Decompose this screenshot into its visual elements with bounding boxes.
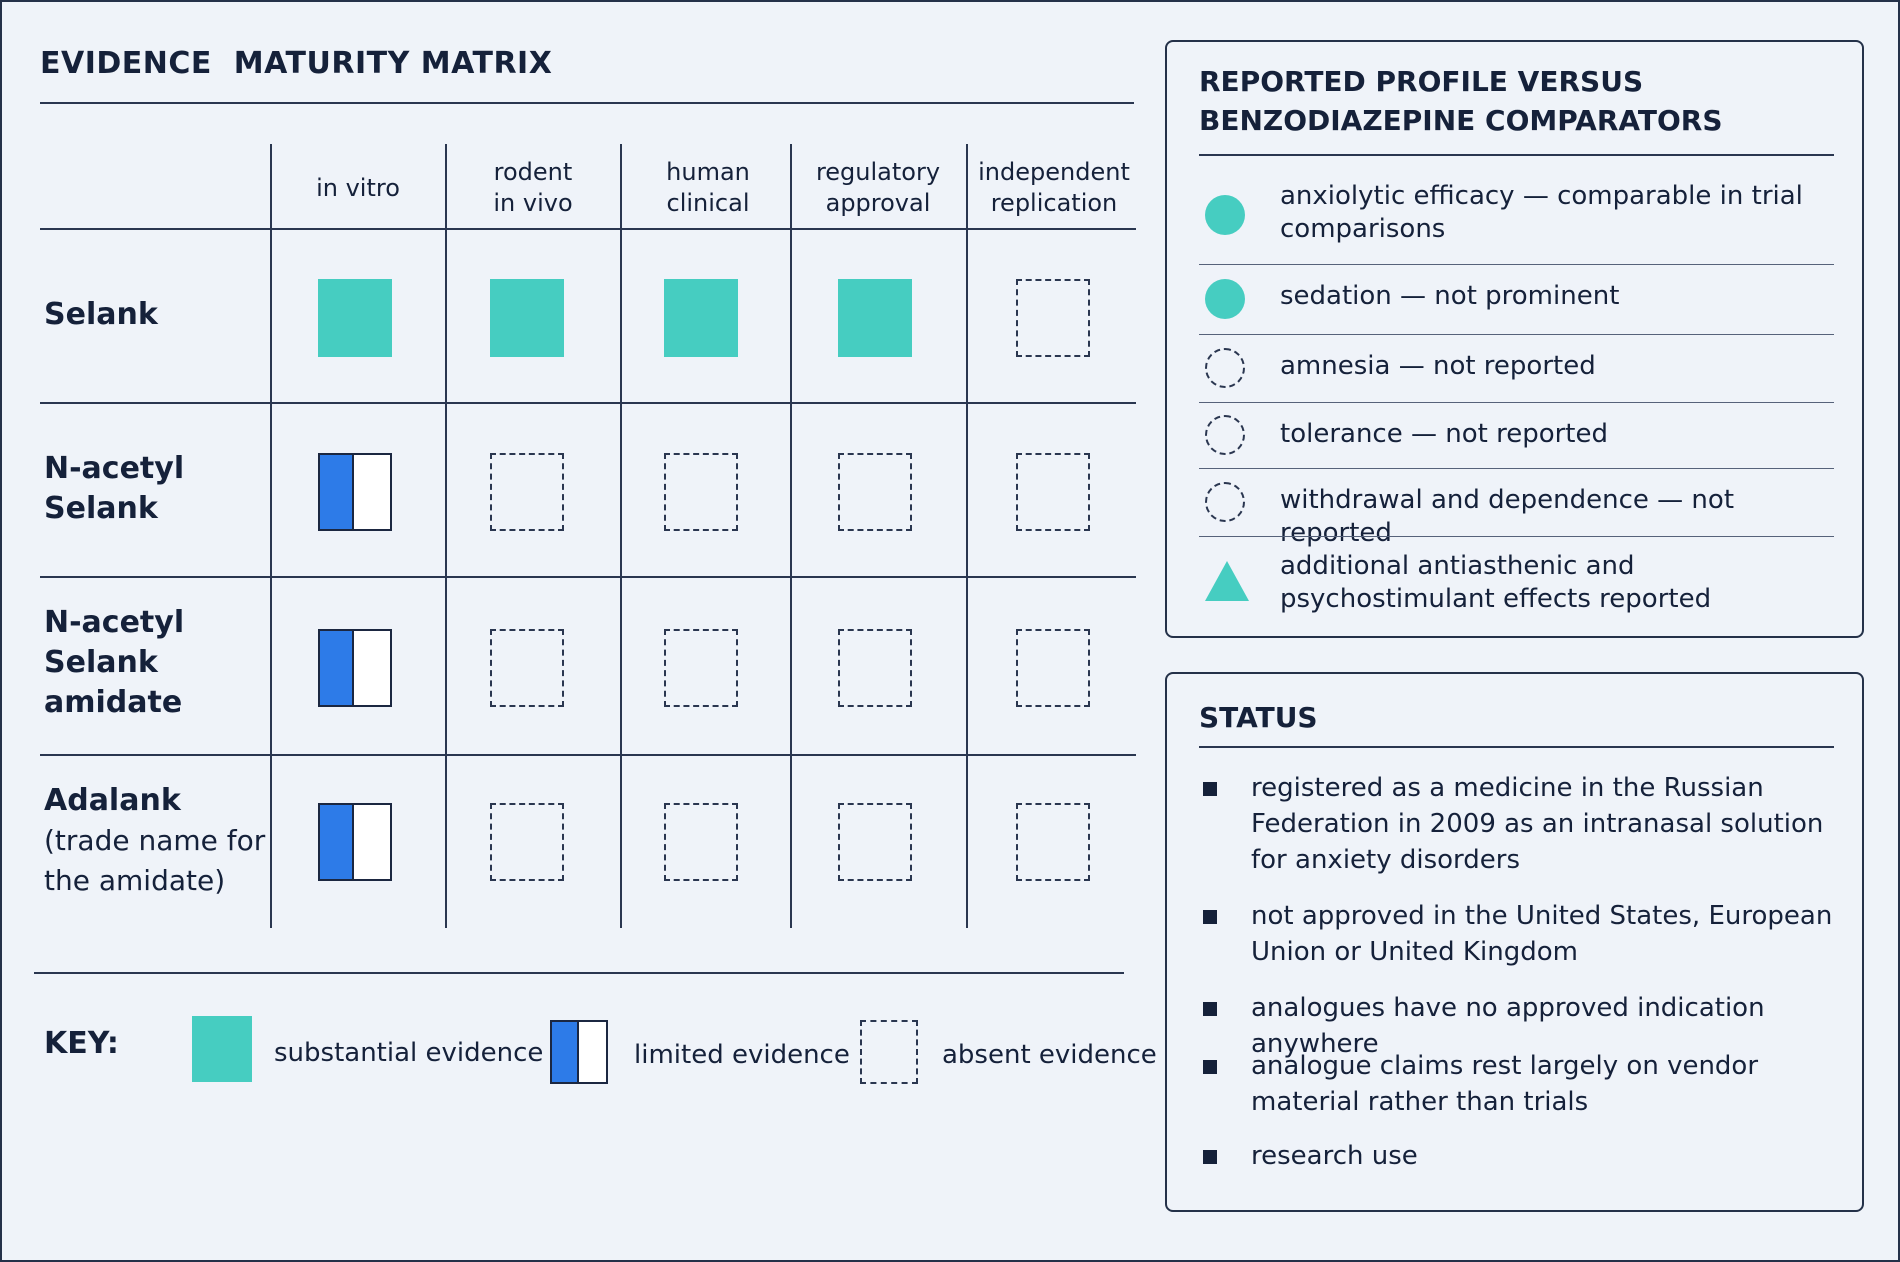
column-header: independent replication — [978, 158, 1130, 217]
evidence-mark-absent — [1016, 803, 1090, 881]
title-rule — [40, 102, 1134, 104]
evidence-mark-absent — [664, 803, 738, 881]
profile-separator — [1199, 402, 1834, 403]
profile-item-text: amnesia — not reported — [1280, 351, 1596, 381]
profile-title: REPORTED PROFILE VERSUS BENZODIAZEPINE C… — [1199, 65, 1723, 137]
evidence-mark-absent — [1016, 279, 1090, 357]
row-divider — [40, 754, 1136, 756]
evidence-mark-limited — [318, 803, 392, 881]
column-header: in vitro — [316, 173, 400, 202]
status-item-text: registered as a medicine in the Russian … — [1251, 773, 1824, 875]
evidence-mark-absent — [664, 453, 738, 531]
profile-item-text: anxiolytic efficacy — comparable in tria… — [1280, 181, 1803, 244]
filled-circle-icon — [1205, 195, 1245, 235]
status-panel: STATUS registered as a medicine in the R… — [1165, 672, 1864, 1212]
key-limited-swatch — [550, 1020, 608, 1084]
profile-separator — [1199, 536, 1834, 537]
profile-panel: REPORTED PROFILE VERSUS BENZODIAZEPINE C… — [1165, 40, 1864, 638]
column-header: rodent in vivo — [493, 158, 573, 217]
profile-item-text: tolerance — not reported — [1280, 419, 1608, 449]
row-divider — [40, 228, 1136, 230]
profile-separator — [1199, 468, 1834, 469]
key-absent-label: absent evidence — [942, 1040, 1157, 1070]
column-divider — [270, 144, 272, 928]
key-label: KEY: — [44, 1026, 119, 1061]
dashed-circle-icon — [1205, 348, 1245, 388]
column-divider — [966, 144, 968, 928]
bullet-icon — [1203, 1060, 1217, 1074]
evidence-mark-absent — [1016, 453, 1090, 531]
bullet-icon — [1203, 1150, 1217, 1164]
bullet-icon — [1203, 782, 1217, 796]
status-item-text: research use — [1251, 1141, 1418, 1171]
evidence-mark-absent — [664, 629, 738, 707]
row-label: Adalank (trade name for the amidate) — [44, 758, 266, 924]
column-header: human clinical — [666, 158, 750, 217]
status-item-text: analogues have no approved indication an… — [1251, 993, 1765, 1059]
row-label: N-acetyl Selank amidate — [44, 580, 266, 746]
evidence-mark-substantial — [490, 279, 564, 357]
row-name-suffix: (trade name for the amidate) — [44, 824, 266, 897]
row-divider — [40, 576, 1136, 578]
column-divider — [790, 144, 792, 928]
evidence-mark-absent — [490, 453, 564, 531]
evidence-mark-absent — [838, 803, 912, 881]
row-name: N-acetyl Selank amidate — [44, 605, 185, 720]
bullet-icon — [1203, 1002, 1217, 1016]
dashed-circle-icon — [1205, 482, 1245, 522]
key-absent-swatch — [860, 1020, 918, 1084]
key-limited-label: limited evidence — [634, 1040, 850, 1070]
status-title: STATUS — [1199, 701, 1318, 734]
triangle-icon — [1205, 561, 1249, 601]
key-substantial-swatch — [192, 1016, 252, 1082]
evidence-mark-absent — [490, 629, 564, 707]
column-divider — [445, 144, 447, 928]
profile-separator — [1199, 334, 1834, 335]
row-label: Selank — [44, 232, 266, 398]
evidence-mark-substantial — [318, 279, 392, 357]
row-divider — [40, 402, 1136, 404]
status-item-text: not approved in the United States, Europ… — [1251, 901, 1833, 967]
key-rule — [34, 972, 1124, 974]
column-header: regulatory approval — [815, 158, 941, 217]
row-label: N-acetyl Selank — [44, 406, 266, 572]
evidence-mark-substantial — [838, 279, 912, 357]
evidence-mark-absent — [838, 629, 912, 707]
row-name: Selank — [44, 297, 158, 332]
profile-separator — [1199, 264, 1834, 265]
profile-title-rule — [1199, 154, 1834, 156]
profile-item-text: additional antiasthenic and psychostimul… — [1280, 551, 1712, 614]
evidence-mark-limited — [318, 629, 392, 707]
evidence-mark-absent — [1016, 629, 1090, 707]
dashed-circle-icon — [1205, 415, 1245, 455]
evidence-mark-substantial — [664, 279, 738, 357]
bullet-icon — [1203, 910, 1217, 924]
row-name: Adalank — [44, 783, 181, 818]
status-item-text: analogue claims rest largely on vendor m… — [1251, 1051, 1759, 1117]
evidence-mark-absent — [838, 453, 912, 531]
evidence-mark-absent — [490, 803, 564, 881]
profile-item-text: sedation — not prominent — [1280, 281, 1620, 311]
key-substantial-label: substantial evidence — [274, 1038, 544, 1068]
row-name: N-acetyl Selank — [44, 451, 185, 526]
profile-item-text: withdrawal and dependence — not reported — [1280, 485, 1735, 548]
column-divider — [620, 144, 622, 928]
matrix-title: EVIDENCE MATURITY MATRIX — [40, 46, 553, 81]
evidence-mark-limited — [318, 453, 392, 531]
status-title-rule — [1199, 746, 1834, 748]
filled-circle-icon — [1205, 279, 1245, 319]
